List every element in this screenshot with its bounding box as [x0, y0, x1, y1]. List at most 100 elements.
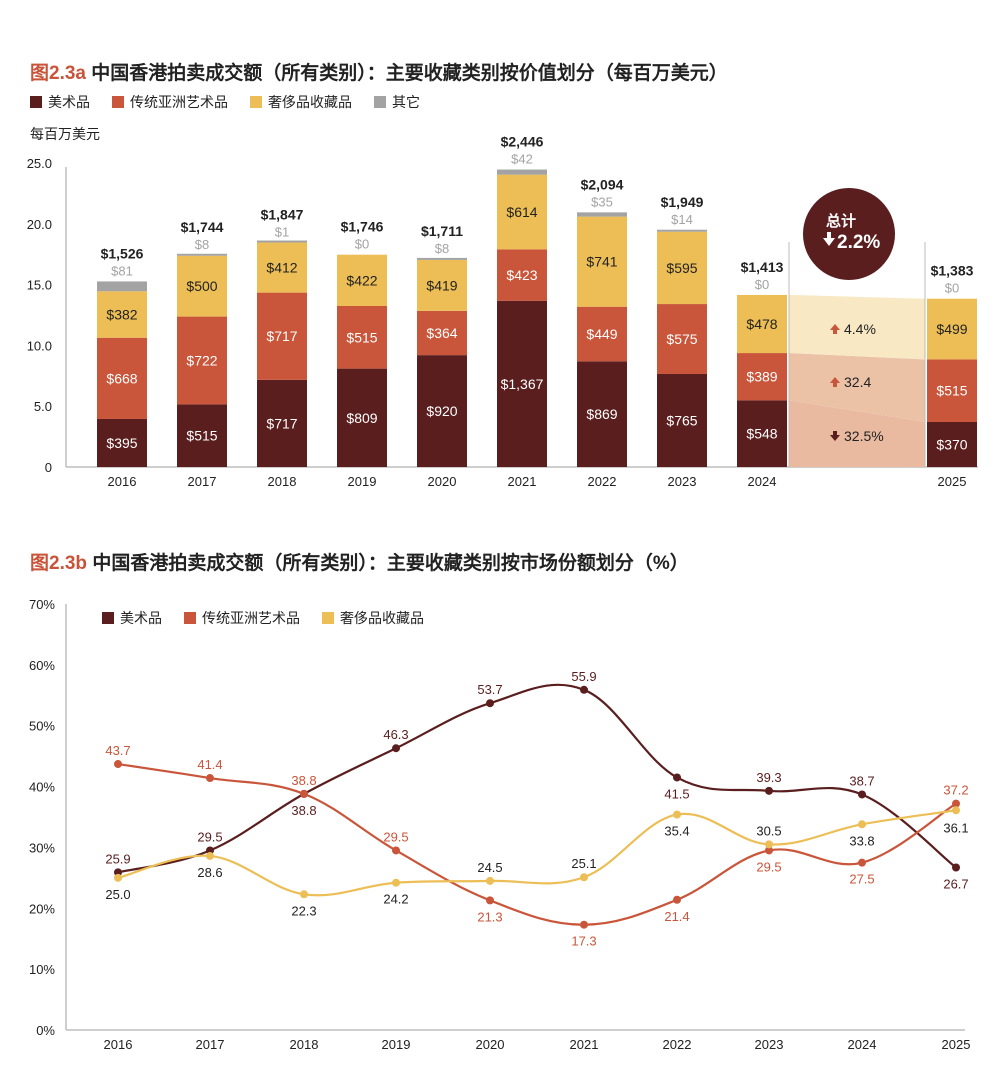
bar-total-label: $1,949 [661, 194, 704, 210]
change-band [789, 400, 925, 467]
legend-label: 奢侈品收藏品 [268, 94, 352, 110]
bar-other-label: $42 [511, 152, 533, 167]
bar-segment [417, 355, 467, 467]
bar-total-label: $1,383 [931, 263, 974, 279]
y-tick-label: 5.0 [34, 399, 52, 414]
bar-value-label: $548 [746, 426, 777, 442]
bar-value-label: $722 [186, 352, 217, 368]
data-point [486, 896, 494, 905]
data-label: 35.4 [664, 824, 689, 839]
change-band [789, 294, 925, 360]
change-annotation-label: 32.4 [844, 374, 871, 390]
data-point [114, 760, 122, 769]
x-tick-label: 2025 [938, 474, 967, 489]
legend-item-asian-art: 传统亚洲艺术品 [112, 92, 228, 112]
bar-other-label: $81 [111, 263, 133, 278]
y-tick-label: 0% [36, 1023, 55, 1038]
data-point [206, 774, 214, 783]
data-label: 28.6 [197, 865, 222, 880]
legend-item-luxury: 奢侈品收藏品 [322, 608, 424, 628]
bar-value-label: $515 [936, 383, 967, 399]
data-point [765, 786, 773, 795]
x-tick-label: 2018 [290, 1037, 319, 1052]
data-label: 41.4 [197, 757, 222, 772]
data-point [486, 699, 494, 708]
x-tick-label: 2024 [748, 474, 777, 489]
data-label: 29.5 [383, 829, 408, 844]
legend-swatch [374, 96, 386, 108]
bar-other-label: $0 [945, 281, 959, 296]
x-tick-label: 2016 [104, 1037, 133, 1052]
bar-value-label: $1,367 [501, 376, 544, 392]
bar-segment [577, 212, 627, 217]
bar-other-label: $0 [755, 277, 769, 292]
bar-total-label: $1,413 [741, 259, 784, 275]
series-line [117, 762, 957, 926]
chart-b-title: 图2.3b 中国香港拍卖成交额（所有类别）：主要收藏类别按市场份额划分（%） [30, 548, 689, 575]
data-point [392, 744, 400, 753]
x-tick-label: 2016 [108, 474, 137, 489]
data-label: 25.1 [571, 856, 596, 871]
legend-item-asian-art: 传统亚洲艺术品 [184, 608, 300, 628]
bar-value-label: $364 [426, 325, 457, 341]
legend-item-luxury: 奢侈品收藏品 [250, 92, 352, 112]
bar-segment [577, 216, 627, 307]
x-tick-label: 2023 [668, 474, 697, 489]
data-label: 43.7 [105, 743, 130, 758]
x-tick-label: 2023 [755, 1037, 784, 1052]
legend-swatch [184, 612, 196, 624]
bar-segment [257, 379, 307, 467]
bar-segment [177, 253, 227, 256]
data-label: 27.5 [849, 872, 874, 887]
bar-value-label: $575 [666, 331, 697, 347]
bar-value-label: $499 [936, 321, 967, 337]
legend-label: 美术品 [120, 610, 162, 626]
y-tick-label: 70% [29, 597, 55, 612]
data-point [580, 873, 588, 882]
bar-segment [737, 294, 787, 354]
legend-item-other: 其它 [374, 92, 420, 112]
x-tick-label: 2017 [196, 1037, 225, 1052]
bar-value-label: $741 [586, 254, 617, 270]
bar-value-label: $515 [346, 329, 377, 345]
legend-label: 美术品 [48, 94, 90, 110]
bar-segment [337, 368, 387, 467]
chart-a-title-text: 中国香港拍卖成交额（所有类别）：主要收藏类别按价值划分（每百万美元） [91, 63, 728, 84]
bar-value-label: $717 [266, 328, 297, 344]
bar-value-label: $423 [506, 267, 537, 283]
data-label: 38.8 [291, 773, 316, 788]
bar-total-label: $2,446 [501, 134, 544, 150]
bar-segment [927, 359, 977, 423]
data-point [392, 878, 400, 887]
data-point [392, 846, 400, 855]
data-point [300, 890, 308, 899]
total-change-value: 2.2% [837, 232, 880, 253]
x-tick-label: 2021 [508, 474, 537, 489]
chart-b-legend: 美术品 传统亚洲艺术品 奢侈品收藏品 [102, 608, 424, 628]
chart-a-title: 图2.3a 中国香港拍卖成交额（所有类别）：主要收藏类别按价值划分（每百万美元） [30, 58, 728, 85]
bar-segment [177, 255, 227, 317]
legend-swatch [250, 96, 262, 108]
bar-segment [577, 306, 627, 362]
data-point [300, 789, 308, 798]
data-point [952, 806, 960, 815]
x-tick-label: 2025 [942, 1037, 971, 1052]
x-tick-label: 2018 [268, 474, 297, 489]
bar-segment [737, 353, 787, 401]
data-label: 22.3 [291, 903, 316, 918]
y-tick-label: 20% [29, 901, 55, 916]
x-tick-label: 2022 [588, 474, 617, 489]
data-label: 25.0 [105, 887, 130, 902]
bar-segment [577, 361, 627, 467]
chart-b-figure-number: 图2.3b [30, 553, 88, 574]
bar-segment [657, 231, 707, 305]
data-point [486, 876, 494, 885]
data-label: 26.7 [943, 877, 968, 892]
bar-value-label: $382 [106, 307, 137, 323]
y-tick-label: 15.0 [27, 278, 52, 293]
bar-segment [417, 259, 467, 311]
bar-segment [337, 254, 387, 307]
chart-a-plot: 0 5.0 10.0 15.0 20.0 25.0 $395 $668 $382 $81 $1,52… [27, 134, 978, 489]
data-point [114, 868, 122, 877]
